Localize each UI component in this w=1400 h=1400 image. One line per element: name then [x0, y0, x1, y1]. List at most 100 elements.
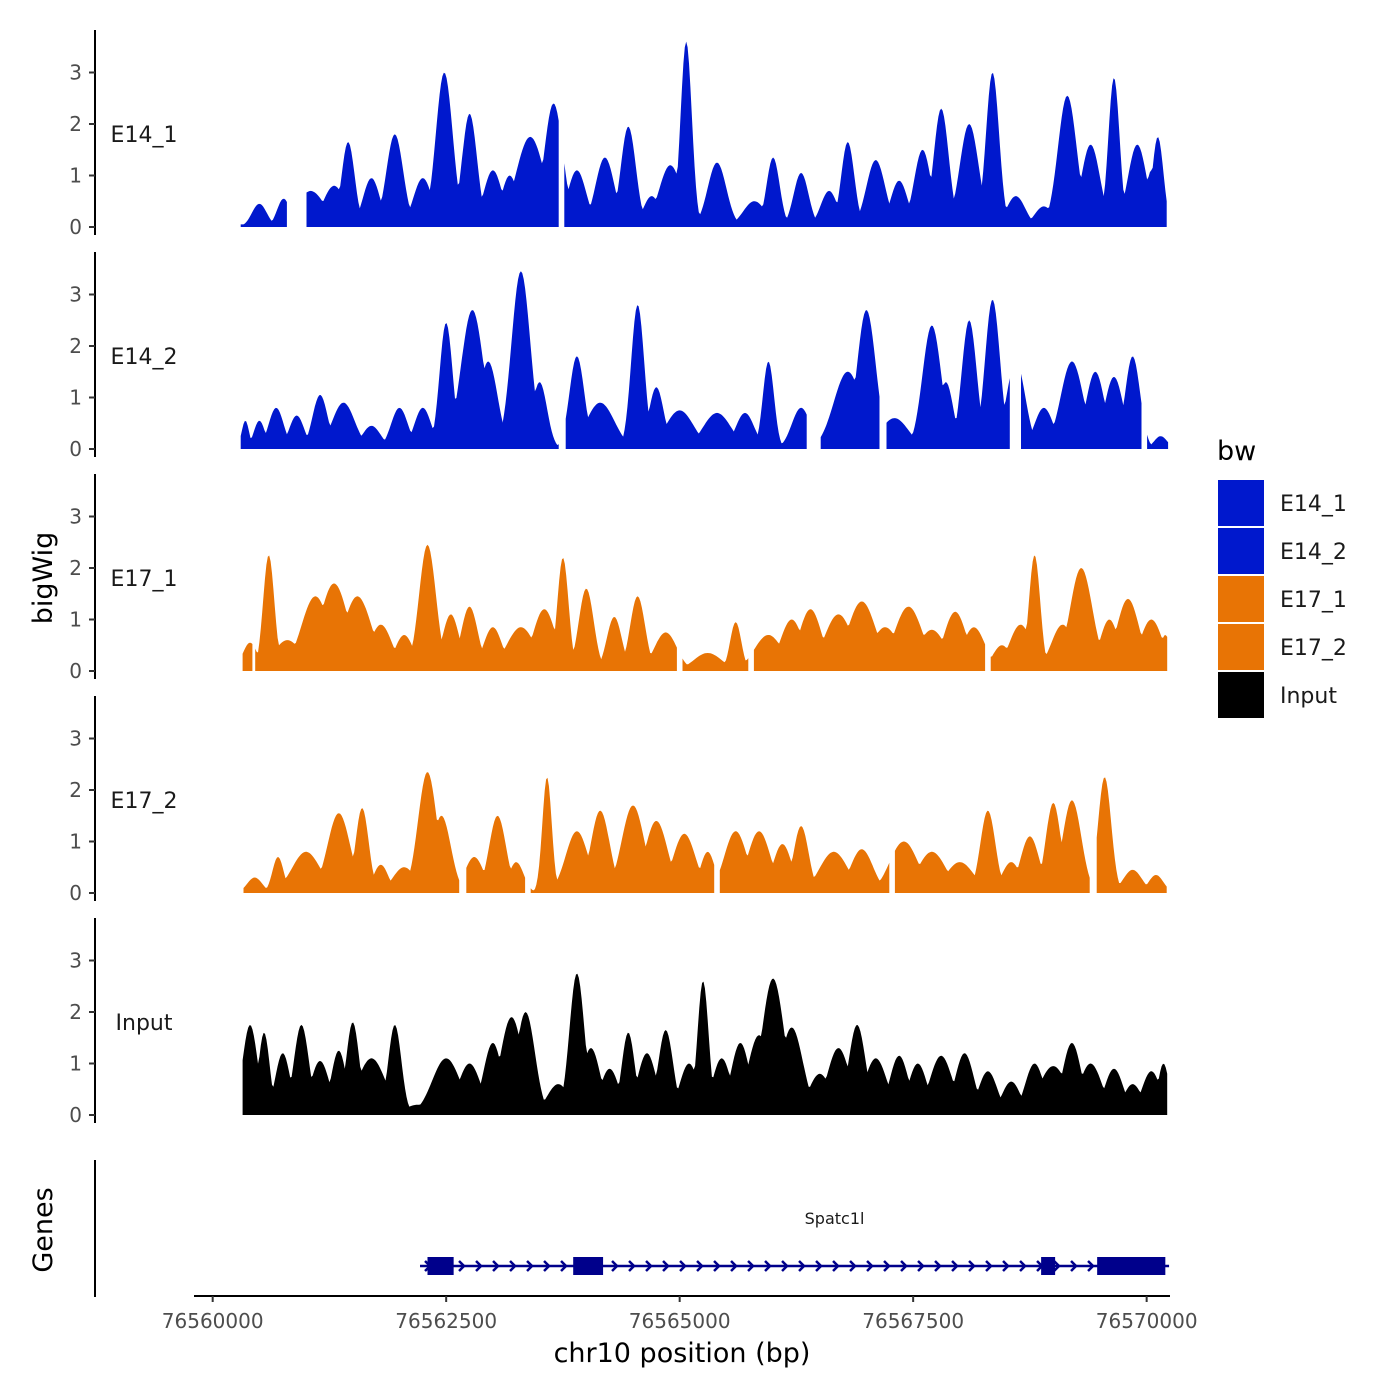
track-label: Input: [116, 1011, 173, 1036]
strand-arrow: [1053, 1260, 1061, 1272]
gene-exon: [573, 1257, 604, 1275]
strand-arrow: [611, 1260, 619, 1272]
y-tick-label: 2: [69, 1000, 82, 1024]
track-label: E14_1: [111, 123, 178, 148]
strand-arrow: [526, 1260, 534, 1272]
legend-swatch: [1218, 528, 1264, 574]
legend-item-e14-2: E14_2: [1218, 528, 1347, 574]
y-tick-label: 2: [69, 778, 82, 802]
legend-item-e17-1: E17_1: [1218, 576, 1347, 622]
legend-title: bw: [1217, 436, 1256, 467]
strand-arrow: [458, 1260, 466, 1272]
strand-arrow: [645, 1260, 653, 1272]
y-tick-label: 0: [69, 659, 82, 683]
track-e14-2: E14_2: [94, 252, 1169, 457]
legend-item-e17-2: E17_2: [1218, 624, 1347, 670]
y-tick-label: 0: [69, 1103, 82, 1127]
y-tick-label: 1: [69, 164, 82, 188]
strand-arrow: [662, 1260, 670, 1272]
track-e17-1: E17_1: [94, 474, 1168, 679]
y-tick-label: 0: [69, 437, 82, 461]
y-tick-label: 2: [69, 112, 82, 136]
strand-arrow: [781, 1260, 789, 1272]
legend-label: E14_1: [1280, 492, 1347, 517]
strand-arrow: [815, 1260, 823, 1272]
gene-exon: [1041, 1257, 1056, 1275]
strand-arrow: [747, 1260, 755, 1272]
legend-label: E17_1: [1280, 588, 1347, 613]
strand-arrow: [1070, 1260, 1078, 1272]
y-tick-label: 0: [69, 881, 82, 905]
area-e17-2: [243, 772, 1167, 893]
strand-arrow: [560, 1260, 568, 1272]
strand-arrow: [713, 1260, 721, 1272]
strand-arrow: [798, 1260, 806, 1272]
x-tick-label: 76570000: [1096, 1309, 1198, 1333]
track-label: E17_2: [111, 789, 178, 814]
strand-arrow: [730, 1260, 738, 1272]
legend-swatch: [1218, 480, 1264, 526]
legend-item-e14-1: E14_1: [1218, 480, 1347, 526]
y-tick-label: 2: [69, 556, 82, 580]
x-tick-label: 76562500: [395, 1309, 497, 1333]
strand-arrow: [1087, 1260, 1095, 1272]
y-tick-label: 0: [69, 215, 82, 239]
x-axis: 76560000 76562500 76565000 76567500 76570000…: [162, 1295, 1198, 1369]
legend-label: E17_2: [1280, 636, 1347, 661]
legend-item-input: Input: [1218, 672, 1337, 718]
strand-arrow: [934, 1260, 942, 1272]
gene-exon: [427, 1257, 454, 1275]
strand-arrow: [492, 1260, 500, 1272]
y-tick-label: 1: [69, 830, 82, 854]
y-tick-label: 2: [69, 334, 82, 358]
strand-arrow: [900, 1260, 908, 1272]
gene-exon: [1097, 1257, 1166, 1275]
strand-arrow: [475, 1260, 483, 1272]
strand-arrow: [509, 1260, 517, 1272]
y-tick-label: 1: [69, 608, 82, 632]
y-tick-label: 3: [69, 61, 82, 85]
strand-arrow: [917, 1260, 925, 1272]
area-e14-2: [240, 271, 1169, 449]
legend-swatch: [1218, 624, 1264, 670]
track-input: Input: [94, 918, 1168, 1123]
x-tick-label: 76565000: [629, 1309, 731, 1333]
y-tick-label: 3: [69, 727, 82, 751]
strand-arrow: [1002, 1260, 1010, 1272]
strand-arrow: [951, 1260, 959, 1272]
strand-arrow: [1019, 1260, 1027, 1272]
y-tick-label: 3: [69, 283, 82, 307]
x-tick-label: 76567500: [862, 1309, 964, 1333]
strand-arrow: [696, 1260, 704, 1272]
strand-arrow: [679, 1260, 687, 1272]
legend-swatch: [1218, 576, 1264, 622]
legend-label: E14_2: [1280, 540, 1347, 565]
strand-arrow: [849, 1260, 857, 1272]
area-e17-1: [242, 544, 1168, 671]
strand-arrow: [968, 1260, 976, 1272]
strand-arrow: [832, 1260, 840, 1272]
y-axis-title: bigWig: [28, 532, 59, 625]
y-tick-label: 1: [69, 386, 82, 410]
genes-title: Genes: [28, 1187, 59, 1272]
strand-arrow: [883, 1260, 891, 1272]
track-e14-1: E14_1: [94, 30, 1167, 235]
genes-track: Genes Spatc1l: [28, 1160, 1170, 1297]
strand-arrow: [543, 1260, 551, 1272]
y-tick-label: 1: [69, 1052, 82, 1076]
x-axis-title: chr10 position (bp): [554, 1338, 811, 1369]
track-label: E17_1: [111, 567, 178, 592]
track-e17-2: E17_2: [94, 696, 1167, 901]
gene-model: Spatc1l: [420, 1209, 1170, 1275]
track-label: E14_2: [111, 345, 178, 370]
x-tick-label: 76560000: [162, 1309, 264, 1333]
gene-name-label: Spatc1l: [805, 1209, 865, 1228]
y-tick-label: 3: [69, 949, 82, 973]
strand-arrow: [985, 1260, 993, 1272]
area-e14-1: [240, 41, 1167, 227]
x-ticks: 76560000 76562500 76565000 76567500 76570000: [162, 1296, 1198, 1333]
y-tick-label: 3: [69, 505, 82, 529]
strand-arrow: [866, 1260, 874, 1272]
y-ticks: 0 1 2 3 0 1 2 3 0 1 2 3 0 1 2 3 0 1 2 3: [69, 61, 95, 1127]
